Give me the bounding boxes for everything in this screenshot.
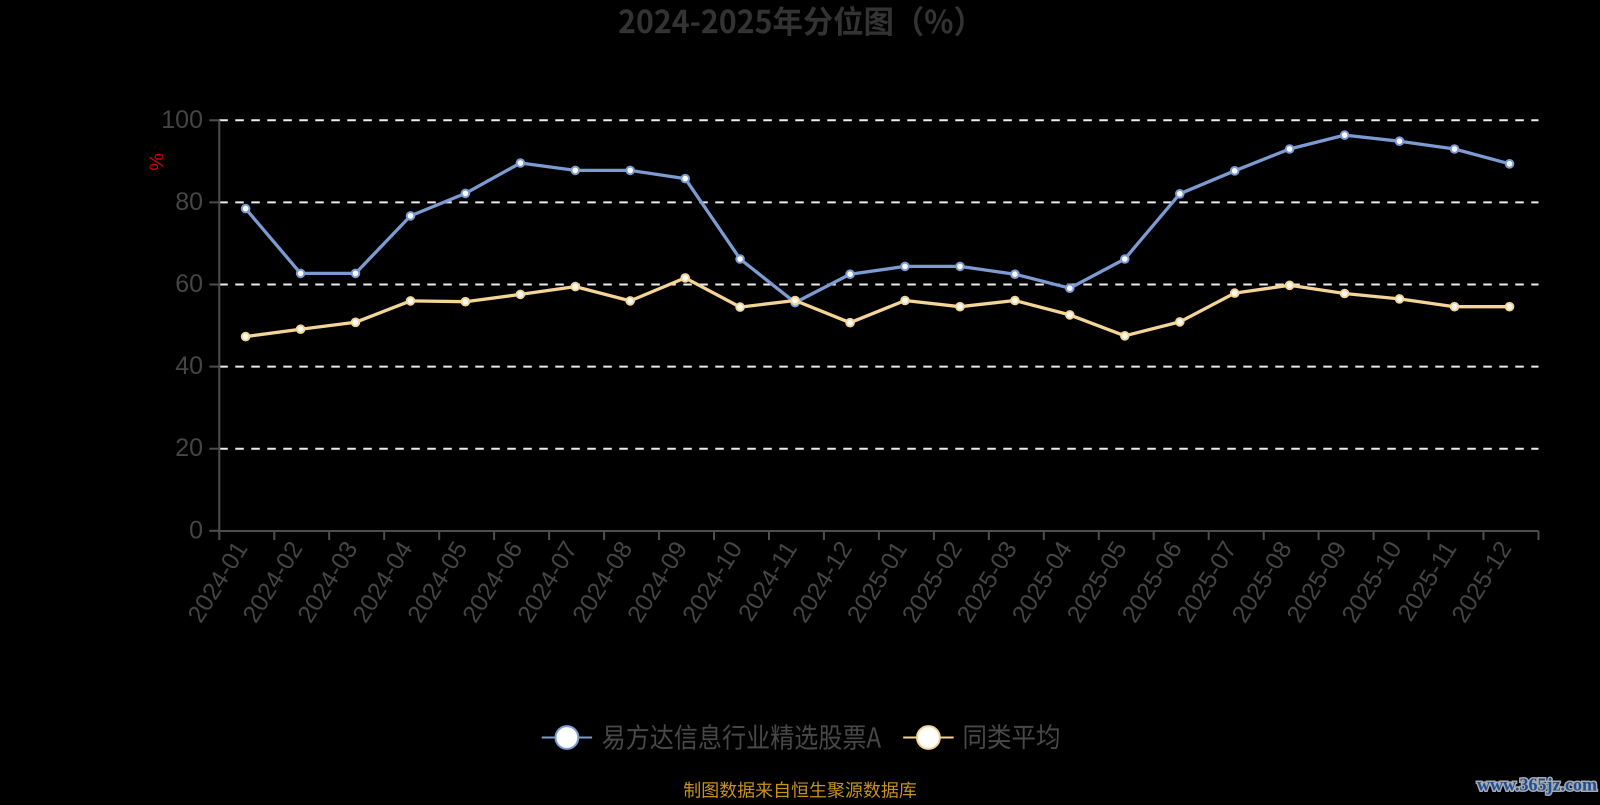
svg-text:80: 80 (175, 188, 203, 216)
svg-text:www.365jz.com: www.365jz.com (1477, 775, 1597, 795)
svg-text:20: 20 (175, 434, 203, 462)
svg-text:%: % (147, 153, 169, 171)
svg-text:0: 0 (189, 516, 203, 544)
svg-text:100: 100 (161, 106, 203, 134)
svg-text:60: 60 (175, 270, 203, 298)
svg-text:40: 40 (175, 352, 203, 380)
